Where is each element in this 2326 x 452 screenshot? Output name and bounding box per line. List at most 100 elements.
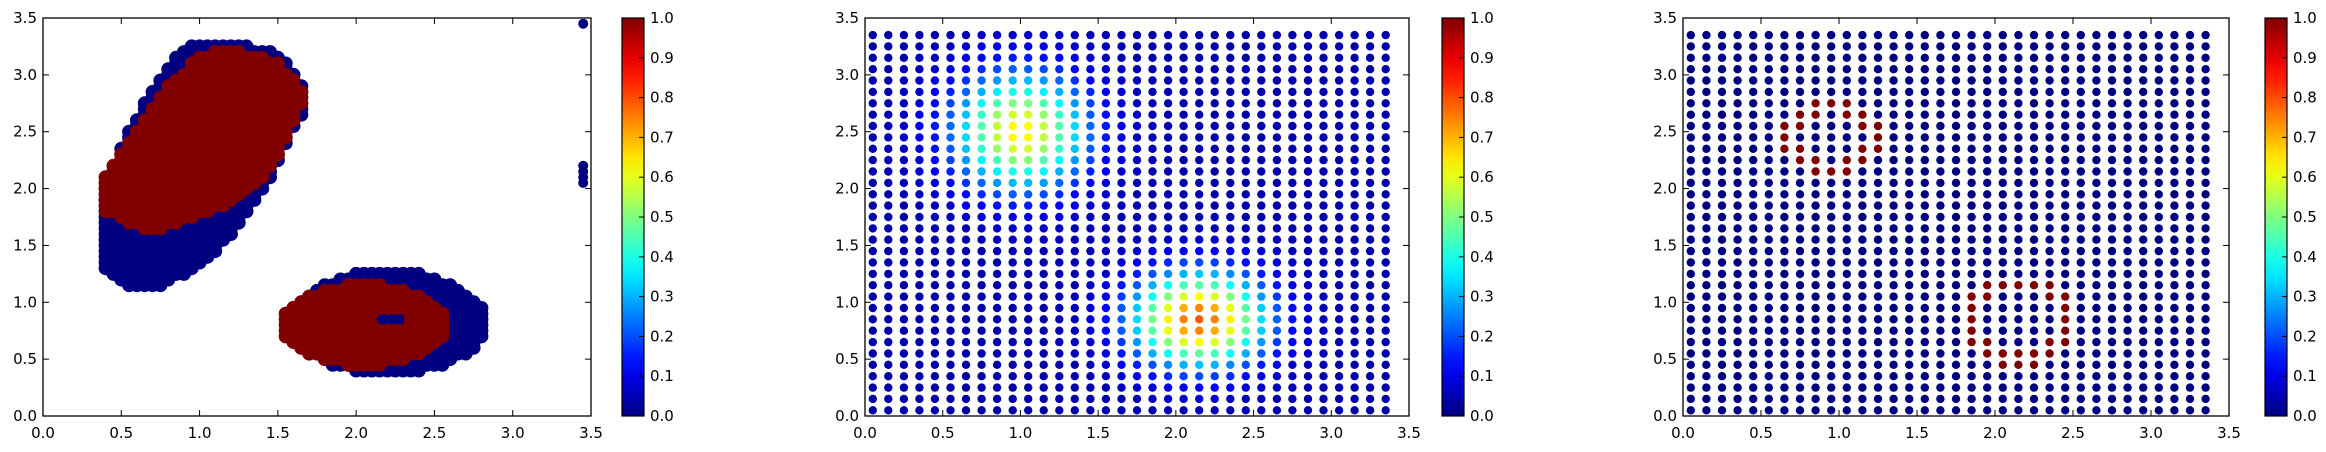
data-point (2154, 303, 2163, 313)
data-point (1195, 224, 1204, 233)
data-point (2139, 53, 2148, 62)
data-point (1951, 42, 1961, 51)
data-point (1039, 110, 1048, 119)
data-point (2029, 406, 2039, 415)
data-point (1936, 87, 1945, 97)
data-point (1179, 303, 1188, 313)
data-point (1241, 121, 1251, 131)
data-point (1319, 155, 1328, 165)
data-point (1257, 360, 1266, 369)
data-point (2029, 53, 2039, 62)
data-point (1288, 337, 1297, 347)
data-point (1023, 155, 1033, 165)
data-point (1288, 99, 1297, 108)
data-point (1967, 110, 1976, 119)
data-point (2123, 326, 2132, 335)
data-point (1257, 349, 1266, 358)
data-point (1148, 372, 1157, 381)
data-point (1350, 53, 1359, 62)
data-point (2170, 269, 2179, 279)
data-point (1717, 178, 1727, 188)
data-point (1967, 212, 1976, 222)
data-point (961, 281, 971, 290)
data-point (2185, 337, 2195, 347)
data-point (1350, 406, 1359, 415)
data-point (2170, 178, 2179, 188)
data-point (1039, 212, 1048, 222)
data-point (1873, 99, 1883, 108)
data-point (1733, 133, 1742, 142)
data-point (2170, 30, 2179, 40)
data-point (2107, 258, 2117, 267)
data-point (1132, 144, 1142, 153)
data-point (1873, 383, 1883, 392)
data-point (961, 258, 971, 267)
data-point (915, 258, 924, 267)
data-point (1303, 155, 1313, 165)
data-point (1070, 144, 1080, 153)
data-point (1827, 349, 1836, 358)
data-point (1827, 178, 1836, 188)
data-point (1210, 258, 1219, 267)
data-point (1055, 383, 1064, 392)
data-point (2061, 269, 2070, 279)
data-point (915, 315, 924, 324)
data-point (899, 110, 909, 119)
data-point (1241, 258, 1251, 267)
data-point (2029, 178, 2039, 188)
data-point (1936, 281, 1945, 290)
data-point (2061, 53, 2070, 62)
data-point (1717, 269, 1727, 279)
data-point (2014, 144, 2023, 153)
data-point (1101, 65, 1111, 74)
data-point (1226, 42, 1235, 51)
y-tick-label: 1.5 (835, 236, 859, 254)
data-point (2029, 167, 2039, 176)
data-point (1288, 201, 1297, 210)
data-point (2201, 201, 2210, 210)
data-point (1858, 224, 1867, 233)
data-point (868, 292, 877, 301)
data-point (1998, 292, 2008, 301)
data-point (1350, 65, 1359, 74)
data-point (884, 76, 893, 85)
data-point (1101, 42, 1111, 51)
data-point (1365, 110, 1375, 119)
data-point (1008, 383, 1017, 392)
data-point (1086, 144, 1095, 153)
data-point (2123, 110, 2132, 119)
data-point (1717, 212, 1727, 222)
data-point (1795, 360, 1805, 369)
data-point (1780, 246, 1789, 256)
data-point (1842, 167, 1852, 176)
data-point (1350, 87, 1359, 97)
data-point (868, 87, 877, 97)
data-point (1983, 99, 1992, 108)
data-point (2014, 258, 2023, 267)
data-point (1288, 235, 1297, 244)
data-point (2076, 406, 2085, 415)
x-tick-label: 0.0 (31, 424, 55, 442)
data-point (1070, 201, 1080, 210)
data-point (930, 303, 940, 313)
data-point (1889, 349, 1898, 358)
data-point (1795, 212, 1805, 222)
data-point (2061, 235, 2070, 244)
data-point (1023, 190, 1033, 199)
data-point (1795, 110, 1805, 119)
data-point (1749, 292, 1758, 301)
data-point (1827, 360, 1836, 369)
data-point (1764, 224, 1774, 233)
data-point (2123, 167, 2132, 176)
data-point (1086, 292, 1095, 301)
data-point (2139, 303, 2148, 313)
data-point (1101, 121, 1111, 131)
data-point (1257, 201, 1266, 210)
data-point (1811, 360, 1820, 369)
data-point (977, 269, 986, 279)
data-point (1920, 110, 1930, 119)
x-tick-label: 3.0 (2139, 424, 2163, 442)
data-point (1272, 212, 1282, 222)
data-point (915, 383, 924, 392)
data-point (1334, 110, 1344, 119)
